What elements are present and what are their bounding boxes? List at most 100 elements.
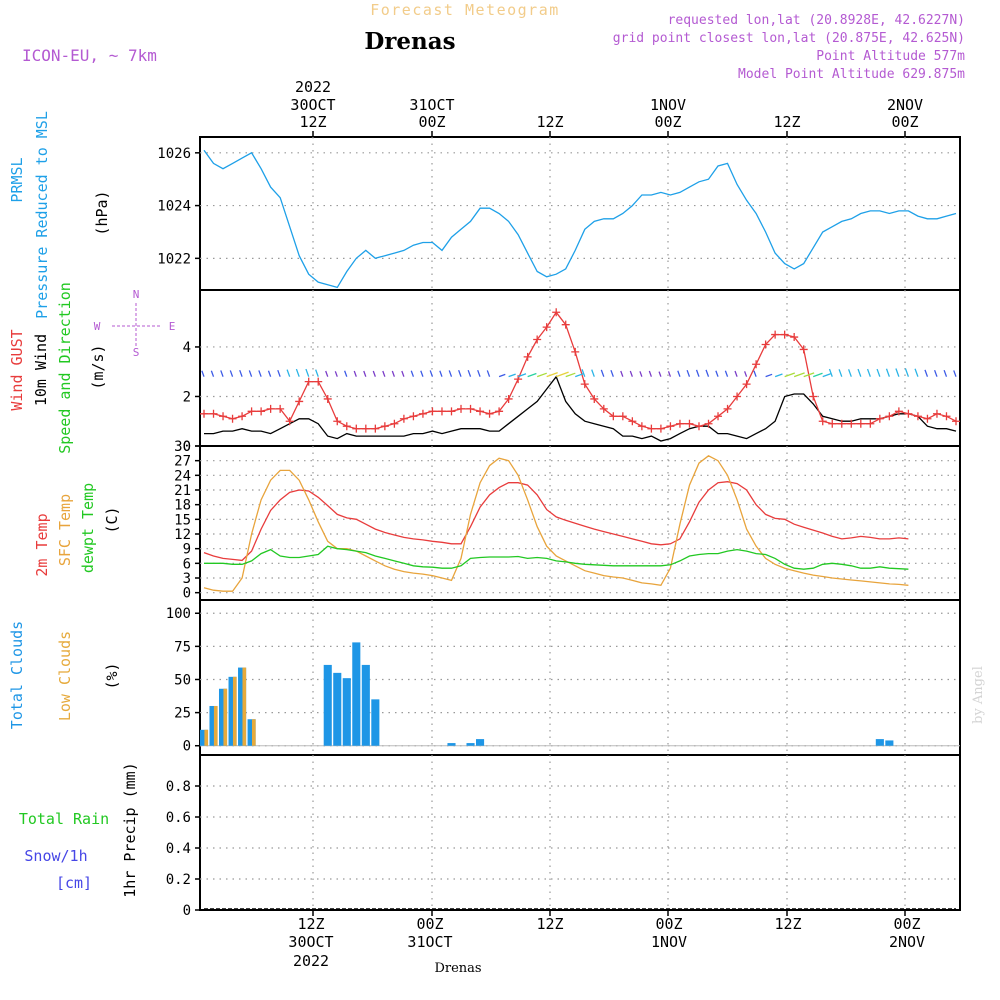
gust-point [447,407,456,416]
gust-point [847,419,856,428]
total-cloud-bar [247,719,256,746]
gust-point [247,407,256,416]
top-time-date: 1NOV [650,96,686,114]
y-tick-label: 0 [183,739,191,755]
total-cloud-bar [333,672,342,746]
gust-point [219,412,228,421]
gust-point [599,404,608,413]
total-rain-label: Total Rain [19,810,109,828]
total-cloud-bar [447,743,456,746]
y-tick-label: 75 [174,639,191,655]
gust-point [504,394,513,403]
wind-arrow [391,370,395,377]
gust-point [828,419,837,428]
y-tick-label: 0.4 [166,841,191,857]
top-time-hour: 12Z [299,113,326,131]
bottom-time-date: 31OCT [407,933,452,951]
bottom-time-hour: 00Z [416,915,443,933]
gust-point [656,424,665,433]
wind-arrow [315,369,319,377]
precip-unit: 1hr Precip (mm) [121,762,139,897]
wind-label: 10m Wind [32,334,50,406]
requested-coords: requested lon,lat (20.8928E, 42.6227N) [668,13,965,28]
total-cloud-bar [228,676,237,746]
gust-point [647,424,656,433]
y-tick-label: 3 [183,571,191,587]
wind-arrow [648,370,653,377]
y-tick-label: 100 [166,606,191,622]
wind-arrow [876,368,881,377]
wind-arrow [620,370,624,377]
gust-point [428,407,437,416]
wind-arrow [695,369,700,377]
temp-dewpt-line [204,545,909,570]
top-time-hour: 00Z [891,113,918,131]
gust-point [561,320,570,329]
wind-arrow [477,369,481,377]
wind-arrow [363,370,367,377]
gust-point [856,419,865,428]
forecast-subtitle: Forecast Meteogram [370,1,560,19]
low-cloud-bar [213,705,218,746]
wind-arrow [429,370,434,377]
gust-point [238,412,247,421]
gust-point [752,360,761,369]
gust-point [932,409,941,418]
gust-point [485,409,494,418]
y-tick-label: 27 [174,454,191,470]
y-tick-label: 18 [174,498,191,514]
pressure-unit: (hPa) [93,190,111,235]
wind-dir-label: Speed and Direction [56,282,74,454]
y-tick-label: 9 [183,542,191,558]
top-time-date: 30OCT [290,96,335,114]
gust-point [799,345,808,354]
wind-arrow [812,372,823,378]
wind-arrow [924,369,929,377]
compass-west: W [94,320,101,333]
y-tick-label: 50 [174,672,191,688]
wind-arrow [953,370,957,377]
sfc-temp-label: SFC Temp [56,494,74,566]
panel-frame [199,445,961,601]
top-time-year: 2022 [295,78,331,96]
wind-unit: (m/s) [89,344,107,389]
wind-arrow [565,372,576,378]
gust-point [257,407,266,416]
gust-point [304,377,313,386]
total-cloud-bar [875,739,884,746]
wind-arrow [527,372,537,378]
top-time-hour: 12Z [773,113,800,131]
gust-point [942,412,951,421]
dewpt-label: dewpt Temp [79,483,97,573]
gust-point [761,340,770,349]
total-cloud-bar [885,740,894,746]
gust-point [552,308,561,317]
gust-point [333,417,342,426]
wind-arrow [467,369,472,377]
wind-arrow [486,370,491,377]
total-cloud-bar [218,688,228,746]
panel-frame [199,754,961,911]
gust-point [913,412,922,421]
y-tick-label: 0 [183,903,191,919]
total-cloud-bar [199,729,209,746]
wind-arrow [828,368,833,377]
gust-point [371,424,380,433]
wind-arrow [372,370,376,377]
gust-point [390,419,399,428]
gust-point [818,417,827,426]
gust-point [923,414,932,423]
wind-arrow [677,370,681,377]
wind-arrow [943,369,948,377]
gust-point [495,407,504,416]
total-cloud-bar [342,678,351,746]
wind-arrow [724,370,729,377]
bottom-time-hour: 12Z [774,915,801,933]
gust-point [571,347,580,356]
top-time-hour: 00Z [654,113,681,131]
gust-line [204,311,957,430]
y-tick-label: 0.2 [166,872,191,888]
compass-north: N [133,288,140,301]
wind-arrow [885,368,890,377]
wind-arrow [353,370,357,377]
